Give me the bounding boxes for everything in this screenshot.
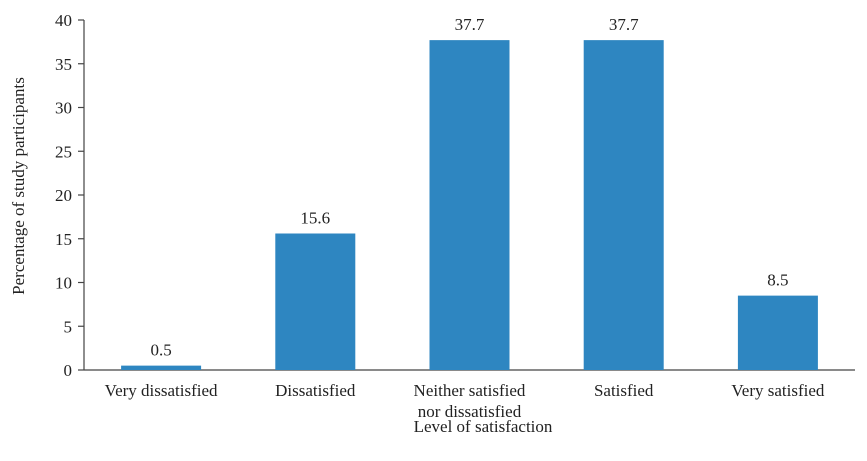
bars	[121, 40, 818, 370]
x-tick-label: Very dissatisfied	[105, 381, 218, 400]
y-tick-label: 30	[55, 99, 72, 118]
x-tick-label: Dissatisfied	[275, 381, 356, 400]
y-tick-label: 5	[64, 317, 73, 336]
bar	[121, 365, 202, 370]
data-label: 37.7	[609, 15, 639, 34]
y-tick-label: 40	[55, 11, 72, 30]
y-axis-title: Percentage of study participants	[9, 77, 28, 295]
data-label: 0.5	[150, 341, 171, 360]
bar	[583, 40, 664, 370]
x-tick-label: Neither satisfied nor dissatisfied	[414, 381, 526, 421]
y-tick-label: 20	[55, 186, 72, 205]
x-tick-label-line: Neither satisfied	[414, 381, 526, 400]
bar	[737, 295, 818, 370]
y-axis	[78, 19, 85, 371]
x-axis-title: Level of satisfaction	[414, 417, 553, 436]
data-label: 15.6	[300, 209, 330, 228]
data-label: 37.7	[455, 15, 485, 34]
x-tick-label: Very satisfied	[731, 381, 825, 400]
data-label: 8.5	[767, 271, 788, 290]
x-tick-label-line: Very dissatisfied	[105, 381, 218, 400]
x-tick-labels: Very dissatisfied Dissatisfied Neither sat…	[105, 381, 825, 421]
y-tick-labels: 0 5 10 15 20 25 30 35 40	[55, 11, 72, 380]
y-tick-label: 10	[55, 274, 72, 293]
y-tick-label: 0	[64, 361, 73, 380]
x-tick-label-line: nor dissatisfied	[418, 402, 522, 421]
y-tick-label: 35	[55, 55, 72, 74]
x-tick-label-line: Very satisfied	[731, 381, 825, 400]
bar	[429, 40, 510, 370]
data-labels: 0.5 15.6 37.7 37.7 8.5	[150, 15, 788, 360]
y-tick-label: 15	[55, 230, 72, 249]
x-tick-label: Satisfied	[594, 381, 654, 400]
y-tick-label: 25	[55, 142, 72, 161]
x-tick-label-line: Satisfied	[594, 381, 654, 400]
bar	[275, 233, 356, 370]
x-tick-label-line: Dissatisfied	[275, 381, 356, 400]
